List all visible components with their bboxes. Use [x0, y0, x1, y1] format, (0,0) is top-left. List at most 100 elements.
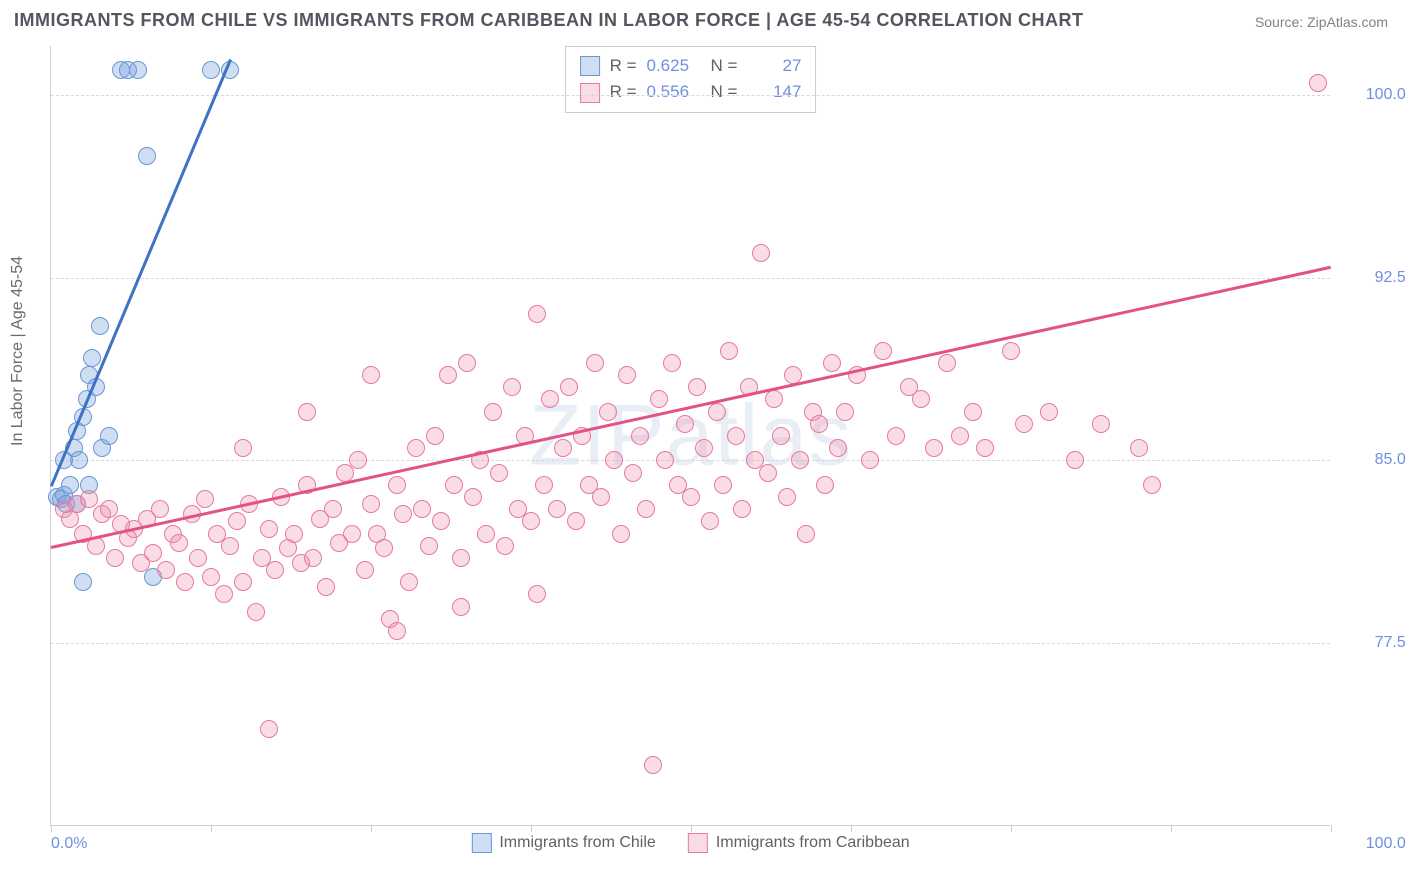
- scatter-point: [676, 415, 694, 433]
- scatter-point: [375, 539, 393, 557]
- scatter-point: [925, 439, 943, 457]
- scatter-point: [129, 61, 147, 79]
- y-tick-label: 85.0%: [1340, 451, 1406, 469]
- scatter-point: [432, 512, 450, 530]
- y-tick-label: 77.5%: [1340, 634, 1406, 652]
- stat-r-caribbean: 0.556: [647, 79, 701, 105]
- scatter-point: [1143, 476, 1161, 494]
- x-tick-mark: [51, 825, 52, 832]
- scatter-point: [170, 534, 188, 552]
- scatter-point: [317, 578, 335, 596]
- scatter-point: [464, 488, 482, 506]
- scatter-point: [151, 500, 169, 518]
- stat-n-caribbean: 147: [747, 79, 801, 105]
- scatter-point: [452, 598, 470, 616]
- scatter-point: [1092, 415, 1110, 433]
- scatter-point: [388, 476, 406, 494]
- scatter-point: [951, 427, 969, 445]
- scatter-point: [100, 500, 118, 518]
- scatter-point: [772, 427, 790, 445]
- scatter-point: [157, 561, 175, 579]
- scatter-point: [586, 354, 604, 372]
- scatter-point: [80, 490, 98, 508]
- legend-item-chile: Immigrants from Chile: [471, 833, 655, 853]
- scatter-point: [554, 439, 572, 457]
- stat-r-chile: 0.625: [647, 53, 701, 79]
- scatter-point: [612, 525, 630, 543]
- gridline-horizontal: [51, 278, 1330, 279]
- chart-title: IMMIGRANTS FROM CHILE VS IMMIGRANTS FROM…: [14, 10, 1084, 31]
- scatter-point: [407, 439, 425, 457]
- legend-swatch-chile: [471, 833, 491, 853]
- stats-legend-box: R = 0.625 N = 27 R = 0.556 N = 147: [565, 46, 817, 113]
- scatter-point: [400, 573, 418, 591]
- x-tick-mark: [1011, 825, 1012, 832]
- scatter-point: [823, 354, 841, 372]
- scatter-point: [874, 342, 892, 360]
- scatter-point: [720, 342, 738, 360]
- scatter-point: [439, 366, 457, 384]
- x-tick-mark: [851, 825, 852, 832]
- gridline-horizontal: [51, 643, 1330, 644]
- scatter-point: [356, 561, 374, 579]
- stats-row-chile: R = 0.625 N = 27: [580, 53, 802, 79]
- gridline-horizontal: [51, 95, 1330, 96]
- scatter-point: [797, 525, 815, 543]
- scatter-point: [1015, 415, 1033, 433]
- scatter-point: [1130, 439, 1148, 457]
- x-tick-mark: [531, 825, 532, 832]
- scatter-point: [592, 488, 610, 506]
- scatter-point: [426, 427, 444, 445]
- scatter-point: [394, 505, 412, 523]
- scatter-point: [247, 603, 265, 621]
- scatter-point: [528, 305, 546, 323]
- x-tick-label: 100.0%: [1366, 835, 1406, 853]
- y-tick-label: 100.0%: [1340, 86, 1406, 104]
- stats-row-caribbean: R = 0.556 N = 147: [580, 79, 802, 105]
- scatter-point: [362, 366, 380, 384]
- scatter-point: [176, 573, 194, 591]
- scatter-point: [599, 403, 617, 421]
- scatter-point: [189, 549, 207, 567]
- scatter-point: [61, 476, 79, 494]
- scatter-point: [362, 495, 380, 513]
- x-tick-mark: [1331, 825, 1332, 832]
- scatter-point: [1066, 451, 1084, 469]
- stat-n-chile: 27: [747, 53, 801, 79]
- scatter-point: [215, 585, 233, 603]
- stat-n-label: N =: [711, 53, 738, 79]
- scatter-point: [138, 147, 156, 165]
- scatter-point: [938, 354, 956, 372]
- scatter-point: [298, 403, 316, 421]
- scatter-point: [503, 378, 521, 396]
- scatter-point: [861, 451, 879, 469]
- scatter-point: [682, 488, 700, 506]
- stat-r-label: R =: [610, 79, 637, 105]
- trend-line: [50, 59, 232, 487]
- stat-n-label: N =: [711, 79, 738, 105]
- scatter-point: [650, 390, 668, 408]
- legend-label-chile: Immigrants from Chile: [499, 834, 655, 852]
- gridline-horizontal: [51, 460, 1330, 461]
- scatter-point: [70, 451, 88, 469]
- scatter-point: [1002, 342, 1020, 360]
- bottom-legend: Immigrants from Chile Immigrants from Ca…: [471, 833, 909, 853]
- scatter-point: [548, 500, 566, 518]
- scatter-point: [343, 525, 361, 543]
- scatter-point: [458, 354, 476, 372]
- scatter-point: [106, 549, 124, 567]
- legend-label-caribbean: Immigrants from Caribbean: [716, 834, 910, 852]
- scatter-point: [535, 476, 553, 494]
- scatter-point: [644, 756, 662, 774]
- scatter-point: [618, 366, 636, 384]
- scatter-point: [791, 451, 809, 469]
- scatter-point: [234, 573, 252, 591]
- scatter-point: [91, 317, 109, 335]
- y-tick-label: 92.5%: [1340, 269, 1406, 287]
- source-attribution: Source: ZipAtlas.com: [1255, 14, 1388, 30]
- scatter-point: [708, 403, 726, 421]
- scatter-point: [560, 378, 578, 396]
- scatter-point: [484, 403, 502, 421]
- scatter-point: [816, 476, 834, 494]
- scatter-point: [605, 451, 623, 469]
